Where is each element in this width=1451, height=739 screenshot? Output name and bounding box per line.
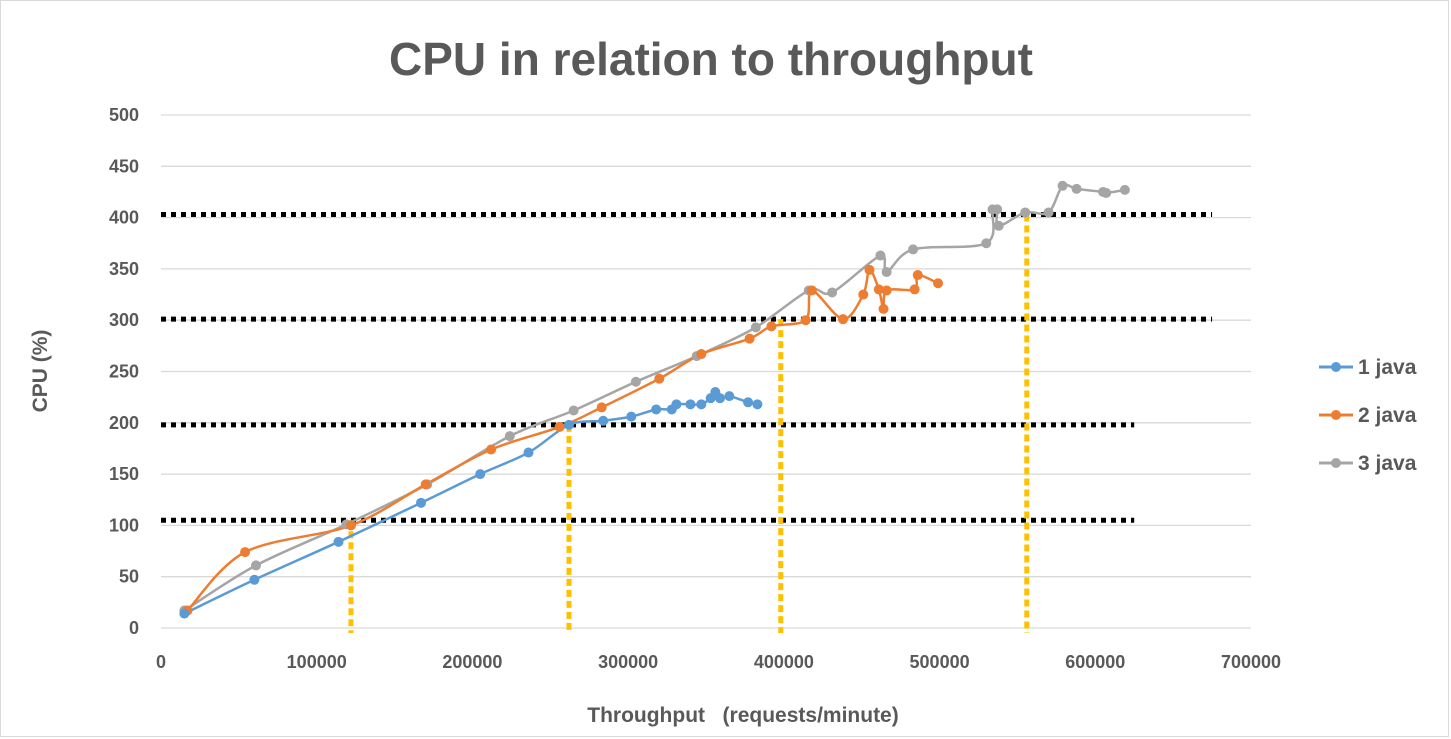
data-point [486,444,497,455]
data-point [685,399,696,410]
data-point [881,285,892,296]
y-tick-label: 500 [109,105,139,125]
data-point [993,220,1004,231]
y-tick-label: 150 [109,464,139,484]
data-point [858,289,869,300]
data-point [743,397,754,408]
data-point [523,447,534,458]
data-point [240,547,251,558]
data-point [554,421,565,432]
y-tick-label: 100 [109,515,139,535]
data-point [750,322,761,333]
data-point [873,284,884,295]
data-point [249,574,260,585]
y-tick-label: 450 [109,156,139,176]
x-tick-label: 500000 [910,652,970,672]
data-point [864,264,875,275]
data-point [909,284,920,295]
data-point [626,411,637,422]
data-point [881,266,892,277]
x-tick-label: 0 [156,652,166,672]
y-tick-label: 400 [109,208,139,228]
data-point [1119,184,1130,195]
data-point [981,238,992,249]
data-point [630,376,641,387]
x-tick-label: 300000 [598,652,658,672]
data-point [416,497,427,508]
data-point [744,333,755,344]
data-point [654,373,665,384]
data-point [596,402,607,413]
data-point [827,287,838,298]
data-point [504,431,515,442]
data-point [992,204,1003,215]
x-tick-label: 200000 [442,652,502,672]
y-tick-labels: 0 50 100 150 200 250 300 350 400 450 500 [109,105,139,638]
x-tick-label: 700000 [1221,652,1281,672]
data-point [420,479,431,490]
y-tick-label: 350 [109,259,139,279]
y-axis-label: CPU (%) [29,330,52,413]
data-point [475,469,486,480]
annotation-lines [161,212,1213,633]
data-point [875,250,886,261]
data-point [696,399,707,410]
gridlines [161,114,1251,629]
data-point [933,278,944,289]
data-point [651,404,662,415]
data-point [878,303,889,314]
data-point [250,560,261,571]
data-point [563,419,574,430]
data-point [1101,187,1112,198]
data-point [806,285,817,296]
data-point [1043,207,1054,218]
data-point [766,321,777,332]
x-tick-label: 600000 [1065,652,1125,672]
x-axis-label: Throughput (requests/minute) [587,704,898,727]
series-layer [179,180,1130,619]
legend-swatch-marker [1331,362,1341,372]
x-tick-labels: 0 100000 200000 300000 400000 500000 600000 700… [156,652,1281,672]
x-tick-label: 100000 [287,652,347,672]
data-point [838,314,849,325]
data-point [715,393,726,404]
legend: 1 java 2 java 3 java [1319,356,1417,475]
data-point [724,391,735,402]
y-tick-label: 250 [109,362,139,382]
data-point [908,244,919,255]
data-point [752,399,763,410]
legend-label: 2 java [1358,404,1417,427]
data-point [568,405,579,416]
y-tick-label: 0 [129,618,139,638]
y-tick-label: 300 [109,310,139,330]
chart-title: CPU in relation to throughput [389,33,1033,85]
data-point [912,270,923,281]
data-point [1020,207,1031,218]
data-point [671,399,682,410]
y-tick-label: 200 [109,413,139,433]
legend-label: 3 java [1358,452,1417,475]
data-point [696,349,707,360]
legend-swatch-marker [1331,458,1341,468]
data-point [598,415,609,426]
x-tick-label: 400000 [754,652,814,672]
data-point [179,608,190,619]
data-point [345,520,356,531]
data-point [800,315,811,326]
data-point [333,536,344,547]
legend-label: 1 java [1358,356,1417,379]
legend-swatch-marker [1331,410,1341,420]
data-point [1057,180,1068,191]
y-tick-label: 50 [119,567,139,587]
data-point [1071,183,1082,194]
